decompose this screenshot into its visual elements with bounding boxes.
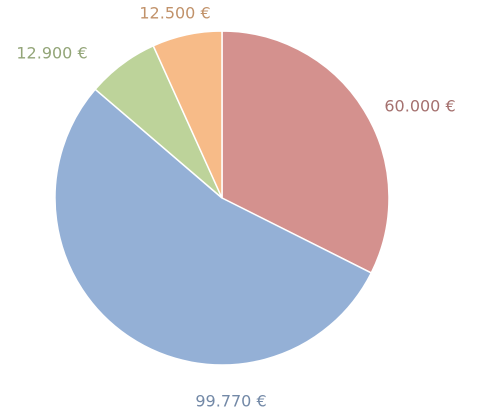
pie-slice	[54, 88, 373, 366]
data-label: 60.000 €	[384, 97, 455, 116]
data-label: 99.770 €	[195, 392, 266, 411]
pie-slice	[221, 30, 390, 274]
data-label: 12.900 €	[16, 44, 87, 63]
pie-slice	[152, 30, 223, 199]
data-label: 12.500 €	[139, 4, 210, 23]
